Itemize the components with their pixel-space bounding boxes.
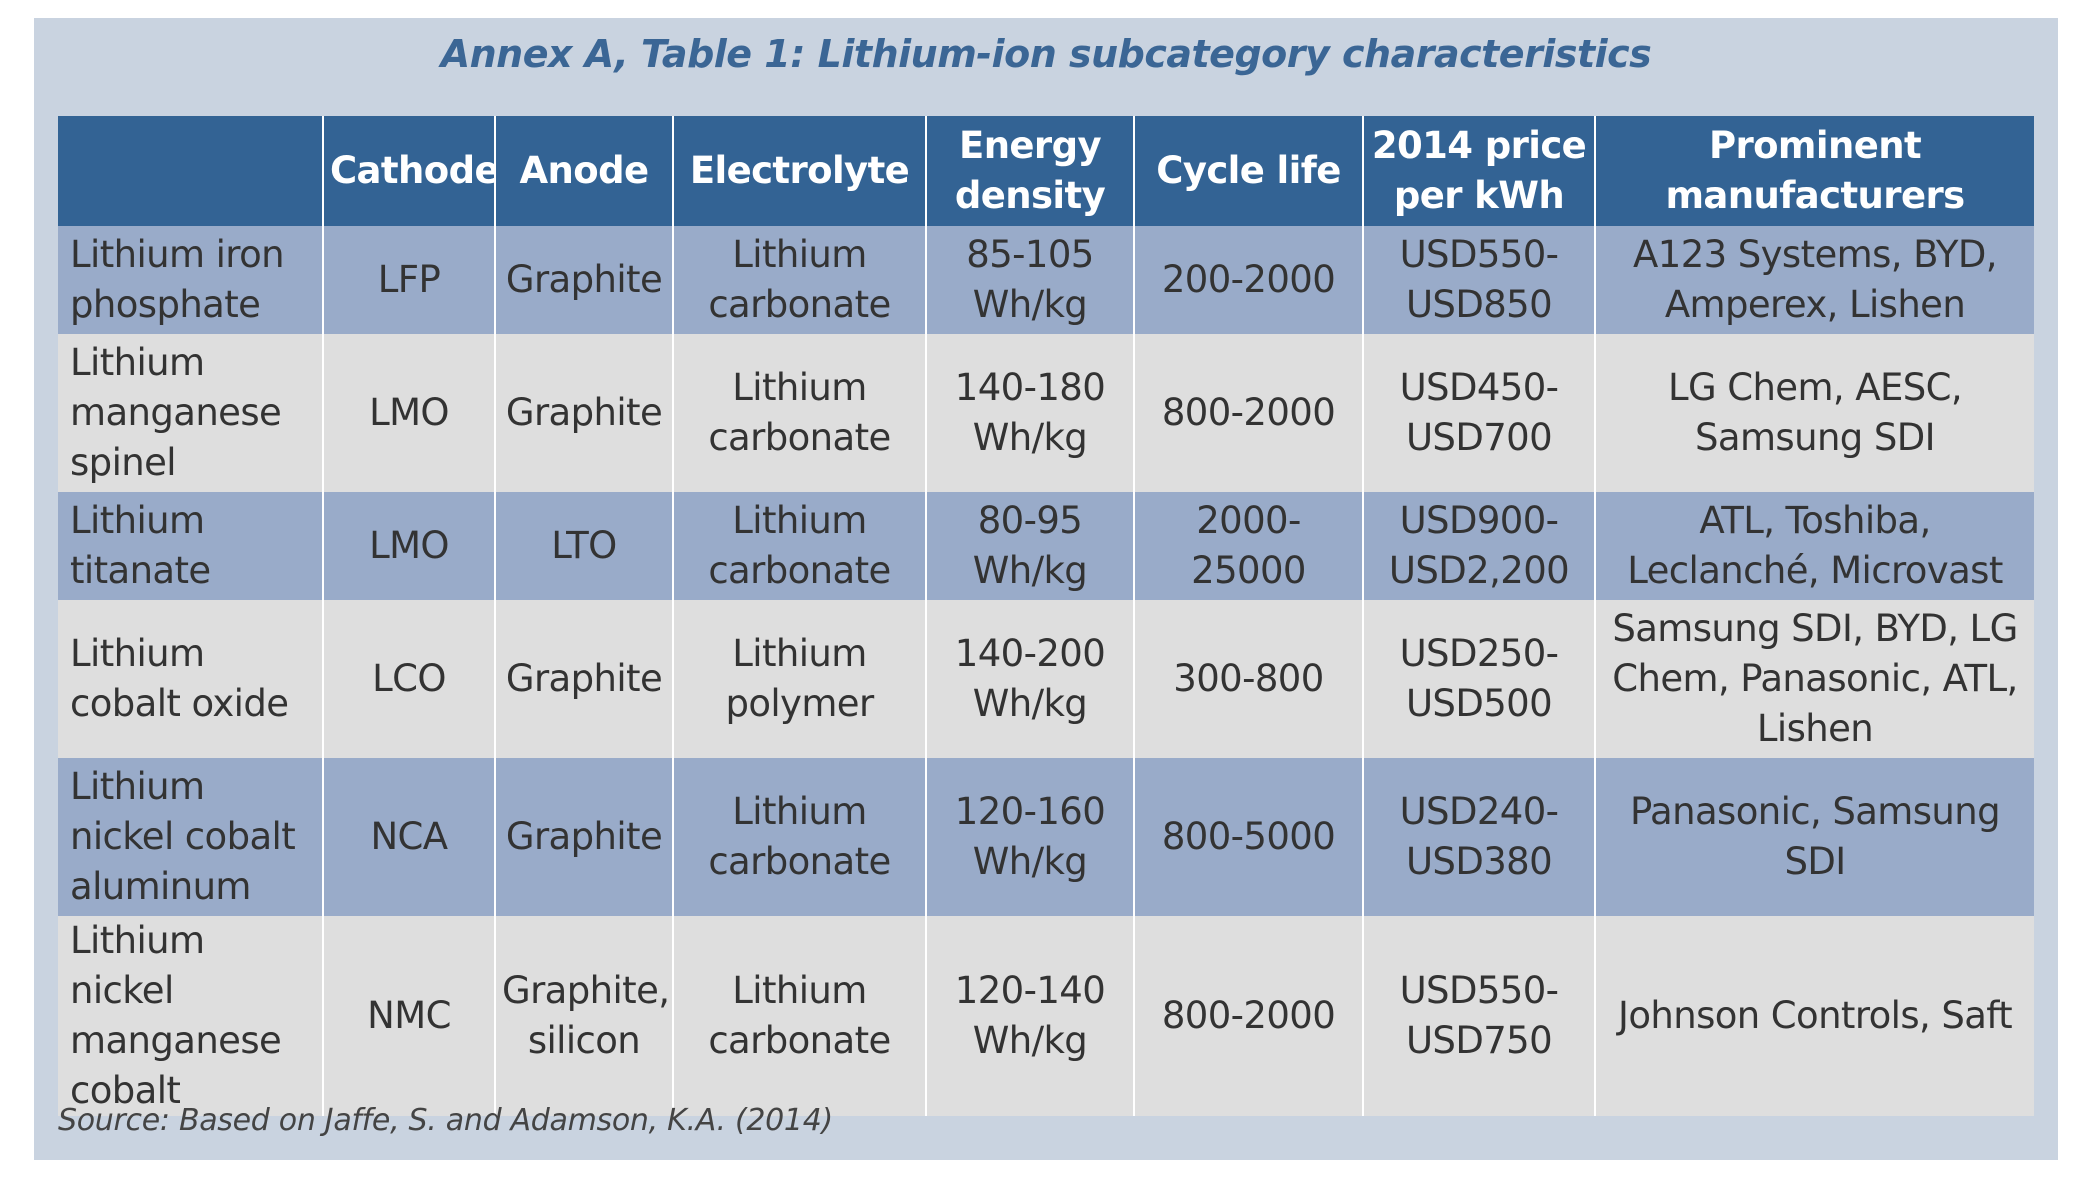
header-anode: Anode — [494, 116, 673, 226]
cell-cathode: LMO — [322, 492, 495, 600]
cell-subcategory: Lithium titanate — [58, 492, 323, 600]
cell-electrolyte: Lithium carbonate — [672, 334, 926, 492]
cell-manufacturers: A123 Systems, BYD, Amperex, Lishen — [1594, 226, 2034, 334]
cell-manufacturers: ATL, Toshiba, Leclanché, Microvast — [1594, 492, 2034, 600]
header-cycle-life: Cycle life — [1133, 116, 1363, 226]
cell-manufacturers: Johnson Controls, Saft — [1594, 916, 2034, 1116]
cell-anode: LTO — [494, 492, 673, 600]
cell-anode: Graphite, silicon — [494, 916, 673, 1116]
header-manufacturers: Prominent manufacturers — [1594, 116, 2034, 226]
cell-energy-density: 140-180 Wh/kg — [925, 334, 1134, 492]
cell-price: USD550-USD850 — [1362, 226, 1595, 334]
cell-energy-density: 85-105 Wh/kg — [925, 226, 1134, 334]
cell-cathode: LCO — [322, 600, 495, 758]
header-blank — [58, 116, 323, 226]
cell-price: USD450-USD700 — [1362, 334, 1595, 492]
cell-cycle-life: 800-2000 — [1133, 334, 1363, 492]
cell-electrolyte: Lithium carbonate — [672, 492, 926, 600]
cell-subcategory: Lithium manganese spinel — [58, 334, 323, 492]
cell-manufacturers: LG Chem, AESC, Samsung SDI — [1594, 334, 2034, 492]
cell-anode: Graphite — [494, 334, 673, 492]
cell-electrolyte: Lithium carbonate — [672, 758, 926, 916]
cell-subcategory: Lithium cobalt oxide — [58, 600, 323, 758]
lithium-ion-table: Cathode Anode Electrolyte Energy density… — [58, 116, 2034, 1116]
cell-electrolyte: Lithium carbonate — [672, 916, 926, 1116]
header-electrolyte: Electrolyte — [672, 116, 926, 226]
cell-energy-density: 80-95 Wh/kg — [925, 492, 1134, 600]
cell-anode: Graphite — [494, 758, 673, 916]
cell-cathode: NCA — [322, 758, 495, 916]
source-note: Source: Based on Jaffe, S. and Adamson, … — [58, 1103, 833, 1138]
cell-price: USD250-USD500 — [1362, 600, 1595, 758]
cell-manufacturers: Samsung SDI, BYD, LG Chem, Panasonic, AT… — [1594, 600, 2034, 758]
table-row: Lithium iron phosphate LFP Graphite Lith… — [58, 226, 2034, 334]
cell-subcategory: Lithium iron phosphate — [58, 226, 323, 334]
header-row: Cathode Anode Electrolyte Energy density… — [58, 116, 2034, 226]
cell-price: USD550-USD750 — [1362, 916, 1595, 1116]
cell-cycle-life: 800-2000 — [1133, 916, 1363, 1116]
table-row: Lithium manganese spinel LMO Graphite Li… — [58, 334, 2034, 492]
cell-energy-density: 140-200 Wh/kg — [925, 600, 1134, 758]
cell-anode: Graphite — [494, 226, 673, 334]
cell-subcategory: Lithium nickel manganese cobalt — [58, 916, 323, 1116]
table-row: Lithium titanate LMO LTO Lithium carbona… — [58, 492, 2034, 600]
table-row: Lithium nickel manganese cobalt NMC Grap… — [58, 916, 2034, 1116]
table-panel: Annex A, Table 1: Lithium-ion subcategor… — [34, 18, 2058, 1160]
cell-cathode: LMO — [322, 334, 495, 492]
cell-cycle-life: 800-5000 — [1133, 758, 1363, 916]
table-row: Lithium nickel cobalt aluminum NCA Graph… — [58, 758, 2034, 916]
cell-manufacturers: Panasonic, Samsung SDI — [1594, 758, 2034, 916]
table-row: Lithium cobalt oxide LCO Graphite Lithiu… — [58, 600, 2034, 758]
header-cathode: Cathode — [322, 116, 495, 226]
cell-cycle-life: 300-800 — [1133, 600, 1363, 758]
cell-cathode: NMC — [322, 916, 495, 1116]
cell-price: USD900-USD2,200 — [1362, 492, 1595, 600]
cell-subcategory: Lithium nickel cobalt aluminum — [58, 758, 323, 916]
cell-anode: Graphite — [494, 600, 673, 758]
header-energy-density: Energy density — [925, 116, 1134, 226]
cell-cathode: LFP — [322, 226, 495, 334]
cell-cycle-life: 2000-25000 — [1133, 492, 1363, 600]
cell-price: USD240-USD380 — [1362, 758, 1595, 916]
cell-electrolyte: Lithium polymer — [672, 600, 926, 758]
header-price: 2014 price per kWh — [1362, 116, 1595, 226]
cell-energy-density: 120-160 Wh/kg — [925, 758, 1134, 916]
cell-energy-density: 120-140 Wh/kg — [925, 916, 1134, 1116]
table-title: Annex A, Table 1: Lithium-ion subcategor… — [440, 32, 1652, 76]
cell-electrolyte: Lithium carbonate — [672, 226, 926, 334]
cell-cycle-life: 200-2000 — [1133, 226, 1363, 334]
